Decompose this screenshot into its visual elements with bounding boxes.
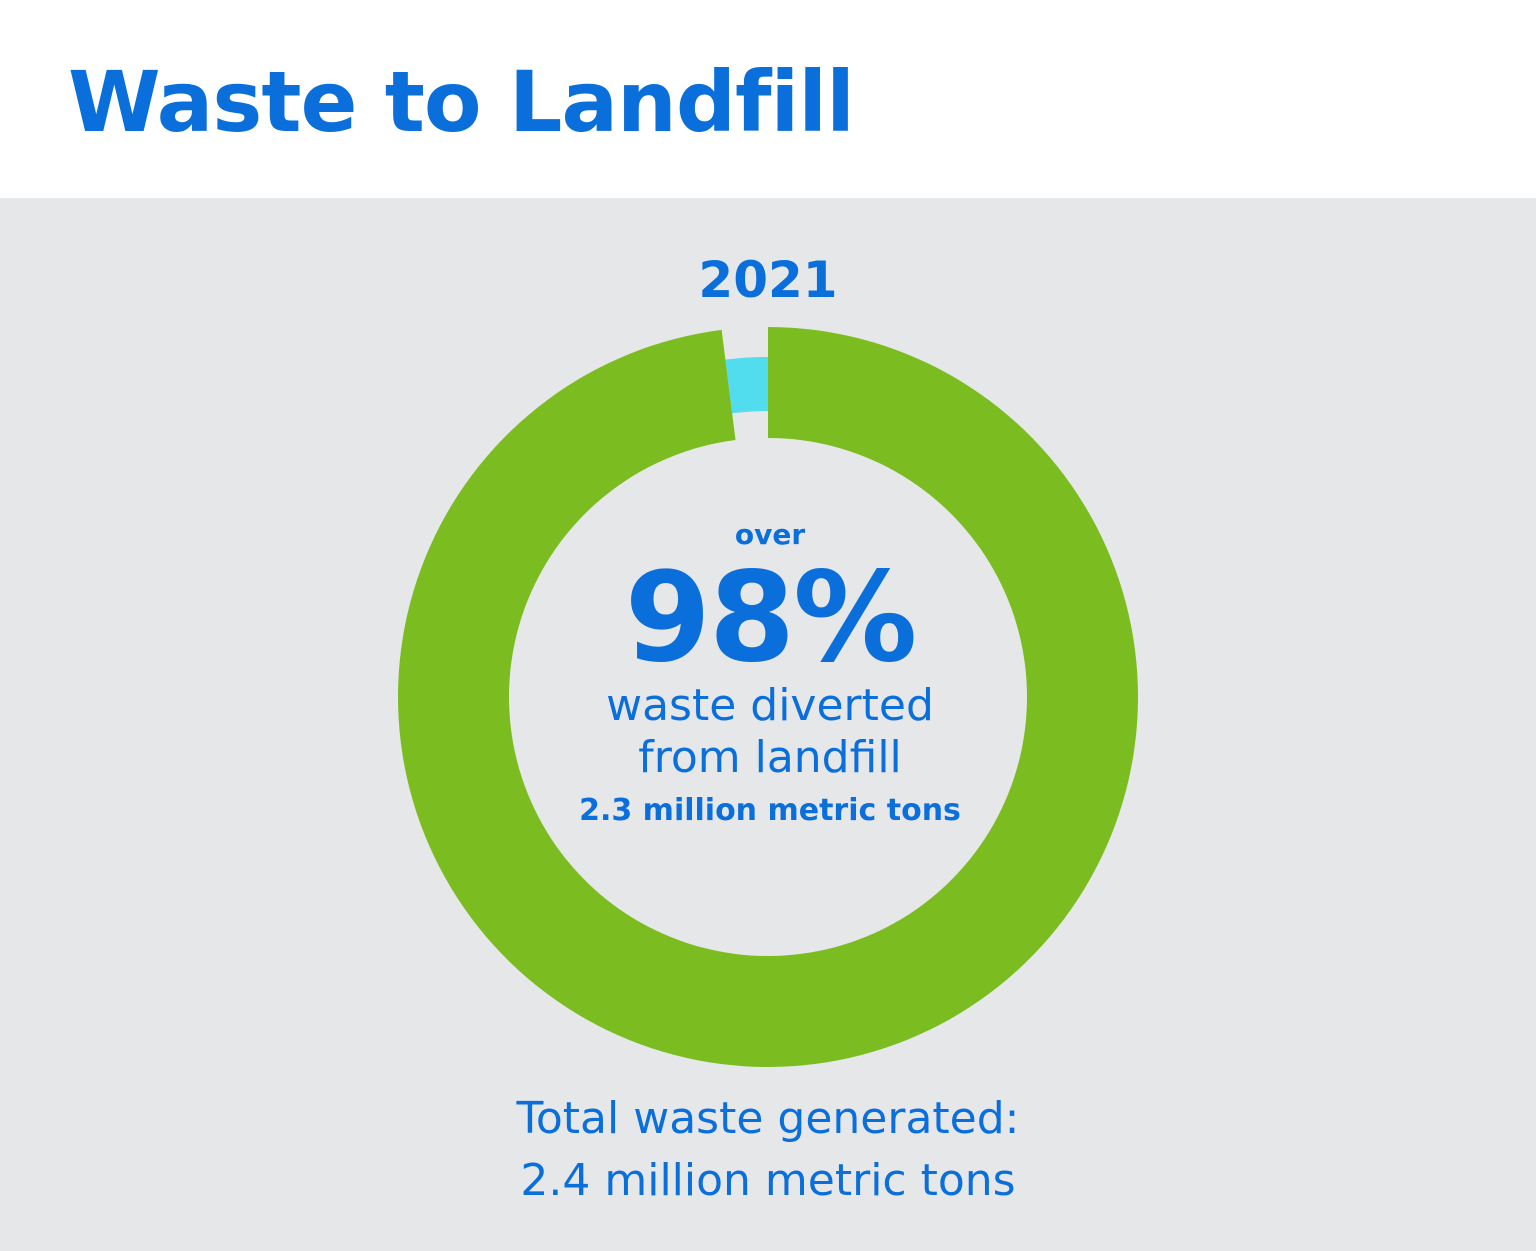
center-description-line2: from landfill — [638, 732, 902, 783]
page-title: Waste to Landfill — [68, 53, 855, 151]
header: Waste to Landfill — [0, 0, 1536, 198]
donut-slice-landfill — [725, 357, 768, 414]
total-waste-amount: 2.4 million metric tons — [520, 1155, 1016, 1206]
donut-center-label: over 98% waste diverted from landfill 2.… — [500, 515, 1040, 835]
total-waste-label: Total waste generated: — [516, 1093, 1020, 1144]
center-percentage: 98% — [624, 546, 918, 690]
chart-year: 2021 — [698, 251, 838, 309]
center-prefix: over — [734, 518, 806, 551]
center-description-line1: waste diverted — [606, 680, 934, 731]
donut-slice-diverted — [398, 327, 1139, 1067]
center-amount: 2.3 million metric tons — [579, 793, 961, 828]
total-waste-summary: Total waste generated: 2.4 million metri… — [368, 1088, 1168, 1212]
